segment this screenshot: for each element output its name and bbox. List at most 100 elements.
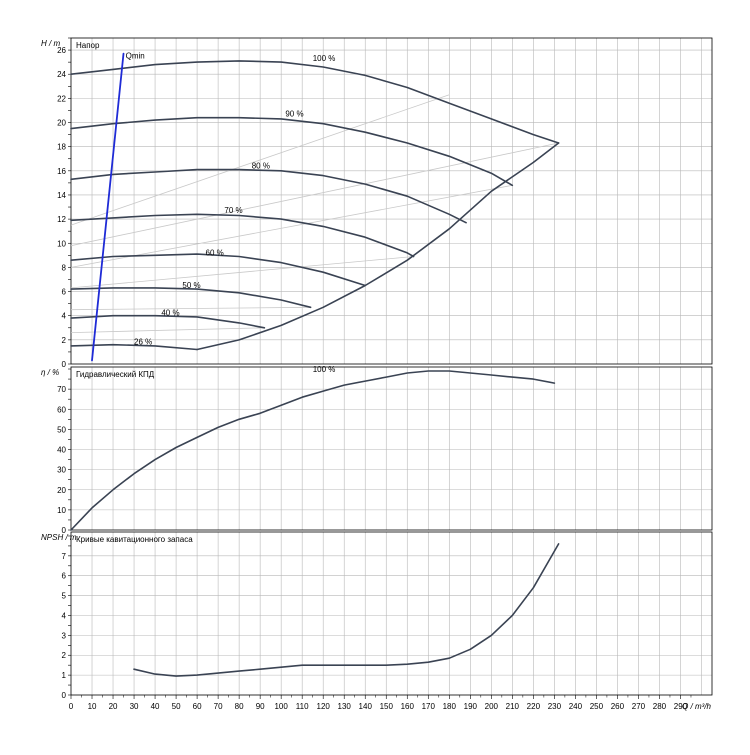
curve-label: Qmin	[126, 52, 145, 61]
npsh-y-tick-label: 1	[62, 671, 67, 680]
x-tick-label: 230	[548, 702, 562, 711]
head-y-axis-label: H / m	[41, 39, 60, 48]
head-y-tick-label: 26	[57, 46, 66, 55]
series-50-curve	[70, 287, 312, 309]
head-y-tick-label: 10	[57, 239, 66, 248]
series-80-curve	[70, 168, 467, 224]
x-tick-label: 50	[172, 702, 181, 711]
efficiency-y-tick-label: 10	[57, 506, 66, 515]
x-axis-label: Q / m³/h	[682, 702, 711, 711]
efficiency-frame	[70, 366, 713, 531]
x-tick-label: 110	[296, 702, 309, 711]
efficiency-guide-line	[70, 306, 311, 311]
npsh-grid	[68, 532, 712, 696]
series-26-curve	[70, 343, 198, 351]
head-y-tick-label: 0	[62, 360, 67, 369]
x-tick-label: 130	[338, 702, 352, 711]
head-y-tick-label: 14	[57, 191, 66, 200]
head-y-tick-label: 24	[57, 70, 66, 79]
x-tick-label: 250	[590, 702, 604, 711]
efficiency-guide-line	[70, 142, 559, 247]
head-y-tick-label: 8	[62, 263, 67, 272]
curve-label: 100 %	[313, 54, 336, 63]
head-y-tick-label: 4	[62, 312, 67, 321]
series-100-curve	[70, 60, 560, 144]
efficiency-y-axis-label: η / %	[41, 368, 59, 377]
x-tick-label: 80	[235, 702, 244, 711]
curve-label: 70 %	[224, 206, 242, 215]
x-tick-label: 200	[485, 702, 499, 711]
x-tick-label: 160	[401, 702, 415, 711]
efficiency-guide-line	[70, 327, 265, 333]
npsh-y-tick-label: 3	[62, 631, 67, 640]
head-y-tick-label: 20	[57, 119, 66, 128]
x-tick-label: 290	[674, 702, 688, 711]
head-y-tick-label: 2	[62, 336, 67, 345]
x-tick-label: 140	[359, 702, 373, 711]
curve-label: 100 %	[313, 365, 336, 374]
head-frame	[70, 37, 713, 365]
efficiency-grid	[68, 367, 712, 531]
x-tick-label: 180	[443, 702, 457, 711]
series-70-curve	[70, 213, 415, 258]
efficiency-y-tick-label: 50	[57, 425, 66, 434]
curve-label: 40 %	[161, 309, 179, 318]
series-npsh-curve	[133, 543, 560, 677]
series-40-curve	[70, 314, 266, 329]
x-tick-label: 60	[193, 702, 202, 711]
series-100-curve	[70, 370, 556, 531]
series-60-curve	[70, 253, 366, 287]
series-envelope-curve	[196, 142, 560, 351]
x-tick-label: 20	[109, 702, 118, 711]
x-tick-label: 150	[380, 702, 394, 711]
npsh-frame	[70, 531, 713, 696]
efficiency-title: Гидравлический КПД	[76, 370, 155, 379]
x-tick-label: 170	[422, 702, 436, 711]
qmin-line	[91, 52, 125, 362]
head-y-tick-label: 12	[57, 215, 66, 224]
curve-label: 90 %	[285, 109, 303, 118]
x-tick-label: 90	[256, 702, 265, 711]
x-tick-label: 30	[130, 702, 139, 711]
npsh-y-tick-label: 5	[62, 592, 67, 601]
x-tick-label: 240	[569, 702, 583, 711]
curve-label: 80 %	[252, 161, 270, 170]
x-tick-label: 120	[317, 702, 331, 711]
npsh-y-tick-label: 0	[62, 691, 67, 700]
x-tick-label: 280	[653, 702, 667, 711]
efficiency-y-tick-label: 20	[57, 486, 66, 495]
x-tick-label: 190	[464, 702, 478, 711]
curve-label: 60 %	[206, 248, 224, 257]
head-y-tick-label: 22	[57, 94, 66, 103]
efficiency-y-tick-label: 60	[57, 405, 66, 414]
efficiency-guide-line	[70, 94, 450, 226]
efficiency-guide-line	[70, 184, 513, 268]
series-90-curve	[70, 116, 514, 187]
x-tick-label: 0	[69, 702, 74, 711]
npsh-y-tick-label: 4	[62, 611, 67, 620]
x-tick-label: 10	[88, 702, 97, 711]
efficiency-guide-line	[70, 256, 414, 289]
head-title: Напор	[76, 41, 100, 50]
x-tick-label: 260	[611, 702, 625, 711]
head-grid	[68, 37, 712, 365]
efficiency-y-tick-label: 70	[57, 385, 66, 394]
x-tick-label: 40	[151, 702, 160, 711]
x-tick-label: 100	[274, 702, 288, 711]
npsh-y-axis-label: NPSH / m	[41, 533, 77, 542]
x-tick-label: 70	[214, 702, 223, 711]
x-tick-label: 270	[632, 702, 646, 711]
head-y-tick-label: 18	[57, 143, 66, 152]
npsh-y-tick-label: 6	[62, 572, 67, 581]
npsh-title: Кривые кавитационного запаса	[76, 535, 193, 544]
efficiency-y-tick-label: 30	[57, 466, 66, 475]
efficiency-y-tick-label: 40	[57, 446, 66, 455]
curve-label: 26 %	[134, 338, 152, 347]
head-y-tick-label: 16	[57, 167, 66, 176]
x-tick-label: 220	[527, 702, 541, 711]
npsh-y-tick-label: 7	[62, 552, 67, 561]
x-tick-label: 210	[506, 702, 520, 711]
curve-label: 50 %	[182, 281, 200, 290]
